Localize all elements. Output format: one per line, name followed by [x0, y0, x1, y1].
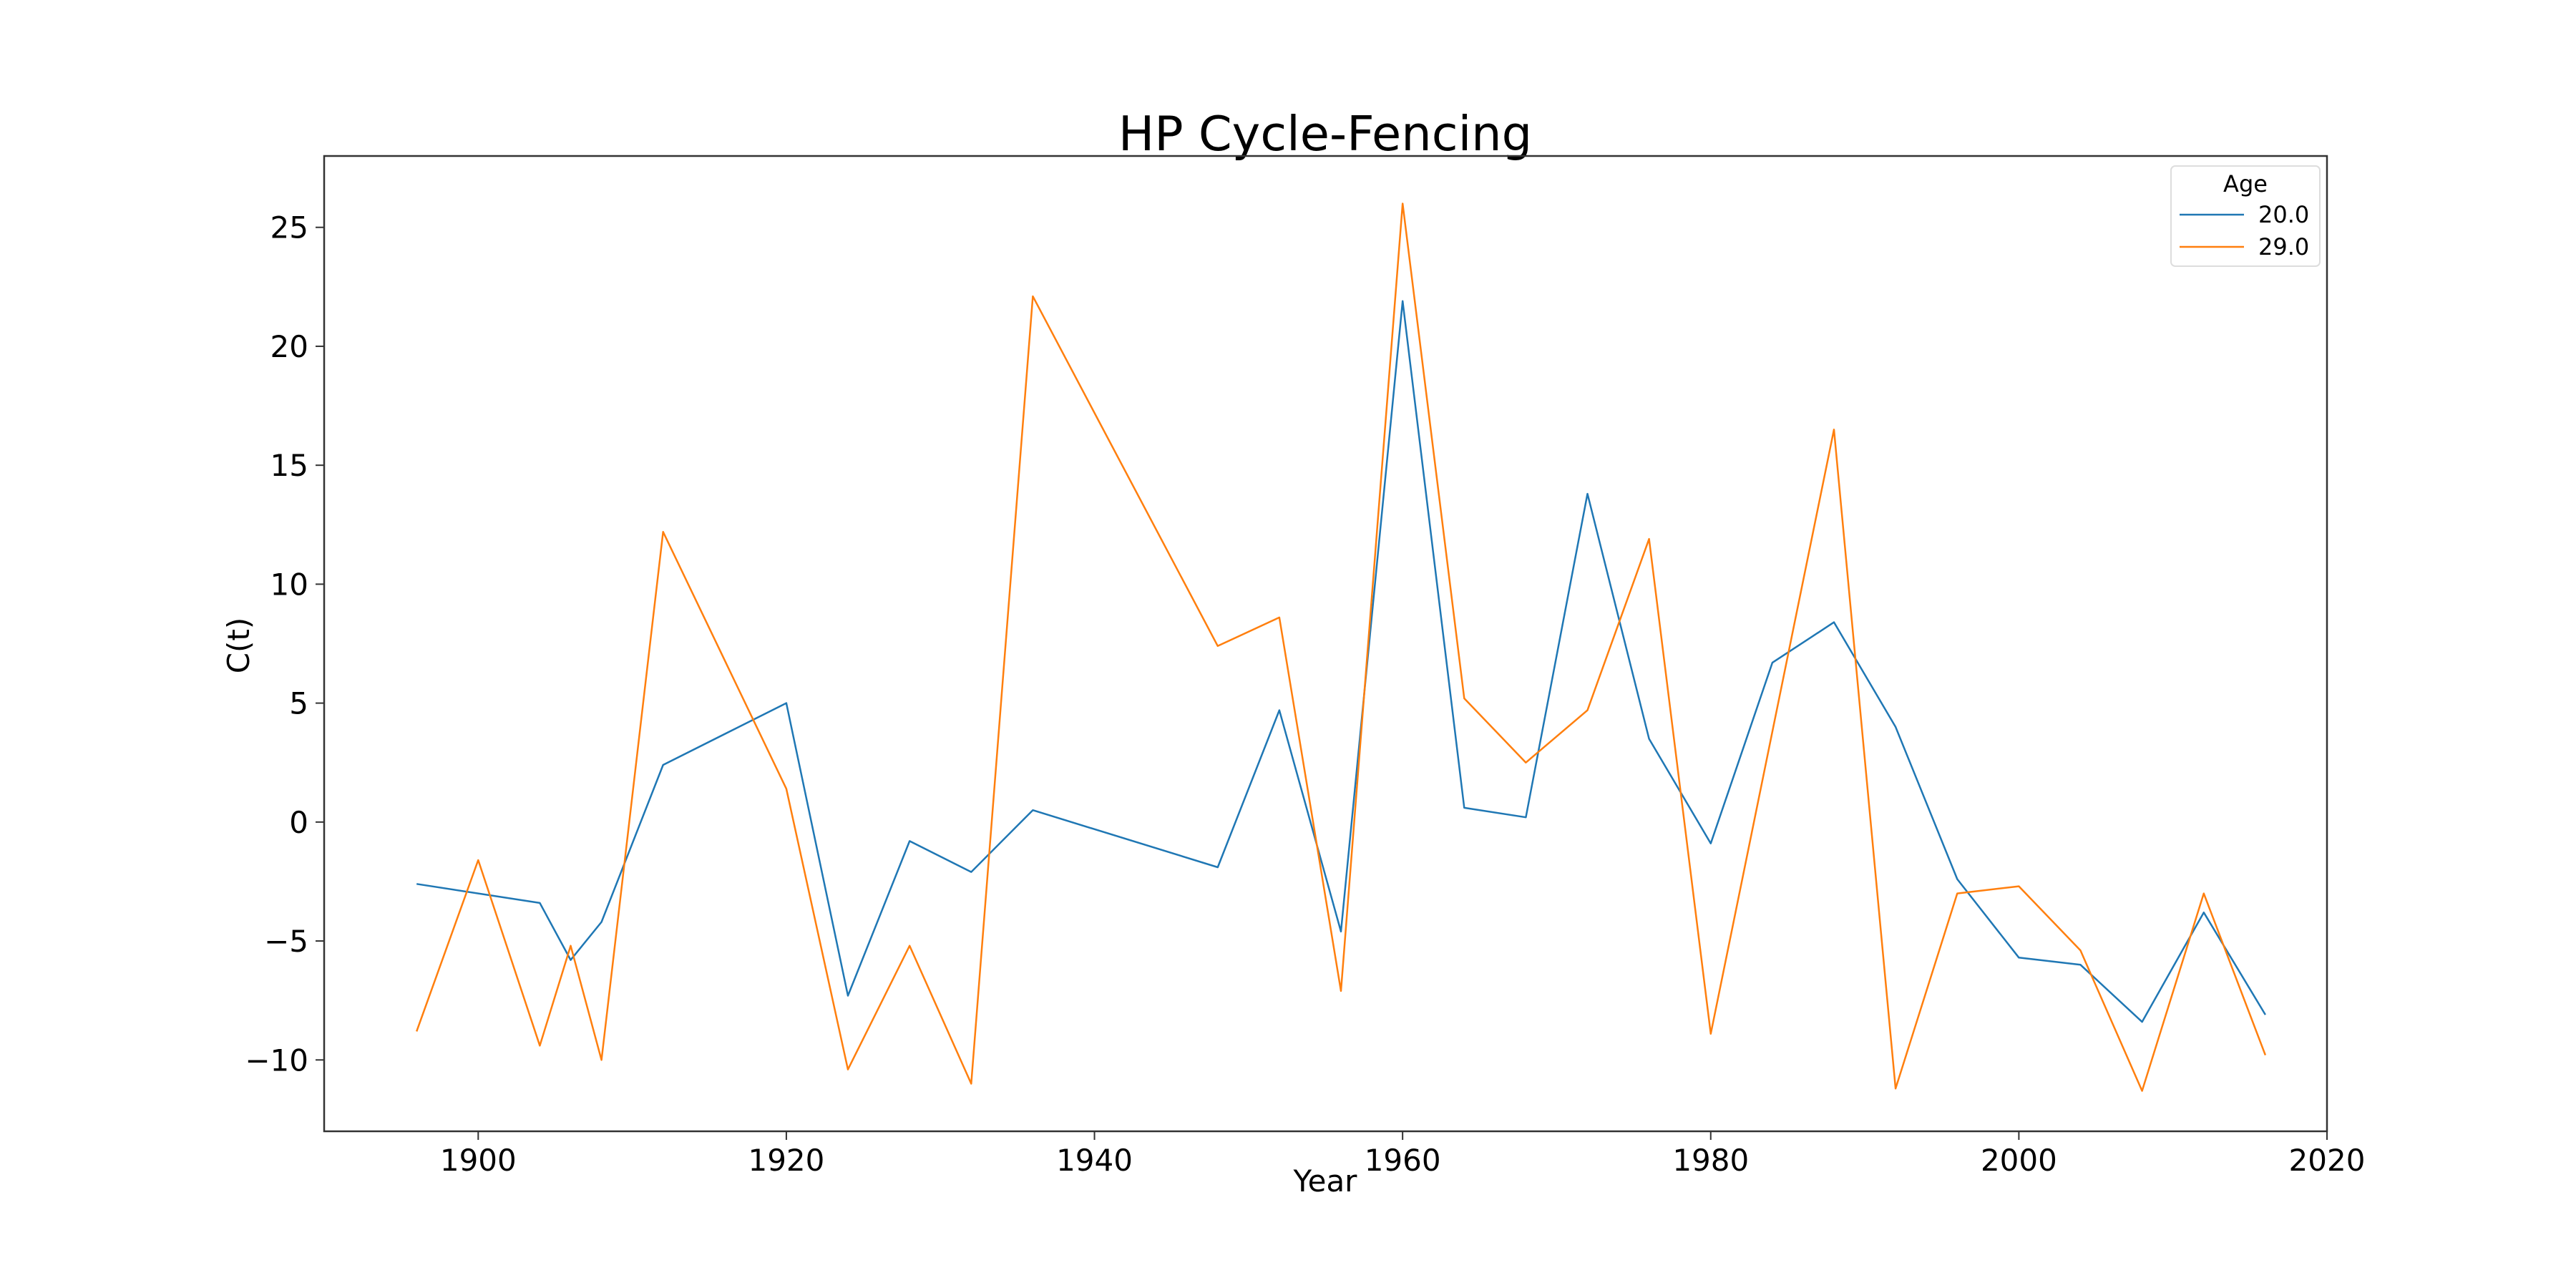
- y-axis-label: C(t): [221, 618, 256, 674]
- chart-title: HP Cycle-Fencing: [1118, 106, 1532, 162]
- x-tick-label: 2020: [2289, 1143, 2366, 1178]
- y-tick-label: 15: [270, 448, 308, 483]
- y-tick-label: 20: [270, 329, 308, 364]
- y-tick-label: −10: [245, 1043, 308, 1078]
- x-tick-label: 1960: [1365, 1143, 1441, 1178]
- x-tick-label: 1940: [1056, 1143, 1133, 1178]
- x-tick-label: 1920: [748, 1143, 824, 1178]
- x-tick-label: 1980: [1672, 1143, 1749, 1178]
- axes-frame: [323, 155, 2328, 1133]
- x-tick-label: 2000: [1981, 1143, 2057, 1178]
- x-tick-label: 1900: [440, 1143, 517, 1178]
- y-axis: −10 −5 0 5 10 15 20 25: [245, 210, 324, 1078]
- legend-title: Age: [2223, 170, 2268, 197]
- x-axis: 1900 1920 1940 1960 1980 2000 2020: [440, 1131, 2366, 1178]
- y-tick-label: 5: [289, 686, 308, 721]
- legend-label-series-0: 20.0: [2258, 201, 2309, 228]
- legend: Age 20.0 29.0: [2170, 165, 2321, 267]
- legend-label-series-1: 29.0: [2258, 233, 2309, 260]
- legend-box: [2170, 165, 2321, 267]
- x-axis-label: Year: [1293, 1163, 1358, 1199]
- y-tick-label: 0: [289, 805, 308, 840]
- y-tick-label: −5: [264, 924, 308, 959]
- y-tick-label: 10: [270, 567, 308, 602]
- y-tick-label: 25: [270, 210, 308, 245]
- series-line-1: [416, 203, 2267, 1092]
- series-line-0: [416, 300, 2266, 1023]
- series-layer: [416, 203, 2267, 1092]
